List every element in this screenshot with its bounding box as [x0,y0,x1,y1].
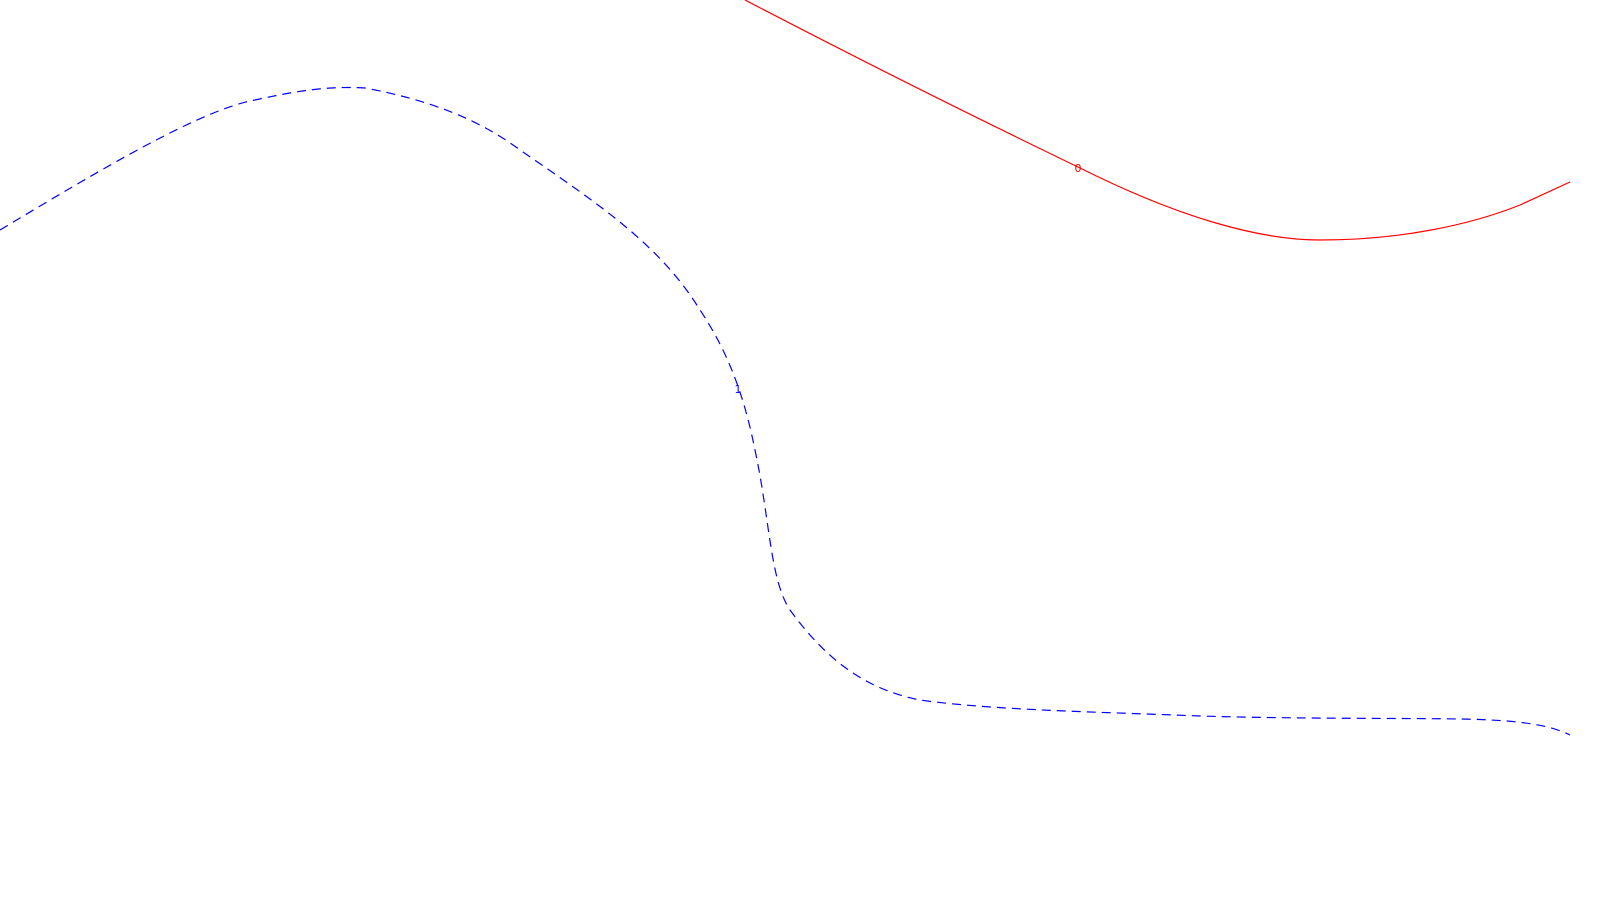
contour-line-1 [0,86,1571,736]
contour-line-0 [744,0,1571,241]
contour-line-0-group: 0 [744,0,1571,241]
contour-line-1-group: 1 [0,86,1571,736]
contour-label-1: 1 [735,383,742,396]
contour-label-0: 0 [1075,162,1082,175]
